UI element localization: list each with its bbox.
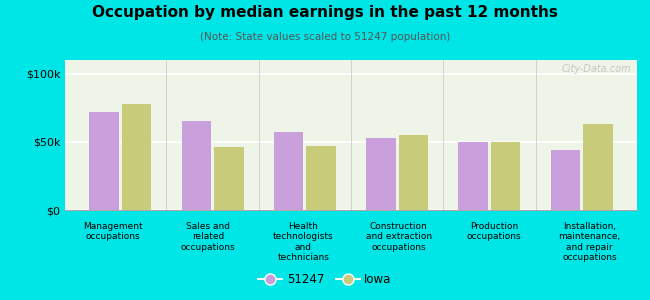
- Text: Health
technologists
and
technicians: Health technologists and technicians: [273, 222, 333, 262]
- Text: Management
occupations: Management occupations: [83, 222, 142, 242]
- Bar: [214, 147, 244, 210]
- Bar: [122, 103, 151, 210]
- Text: City-Data.com: City-Data.com: [562, 64, 631, 74]
- Bar: [551, 150, 580, 210]
- Bar: [458, 142, 488, 210]
- Bar: [398, 135, 428, 210]
- Text: Installation,
maintenance,
and repair
occupations: Installation, maintenance, and repair oc…: [558, 222, 621, 262]
- Bar: [90, 112, 119, 210]
- Text: Construction
and extraction
occupations: Construction and extraction occupations: [365, 222, 432, 252]
- Bar: [491, 142, 520, 210]
- Text: Sales and
related
occupations: Sales and related occupations: [181, 222, 235, 252]
- Text: Production
occupations: Production occupations: [467, 222, 521, 242]
- Bar: [583, 124, 612, 210]
- Bar: [182, 122, 211, 210]
- Text: (Note: State values scaled to 51247 population): (Note: State values scaled to 51247 popu…: [200, 32, 450, 41]
- Legend: 51247, Iowa: 51247, Iowa: [254, 269, 396, 291]
- Bar: [274, 132, 304, 210]
- Text: Occupation by median earnings in the past 12 months: Occupation by median earnings in the pas…: [92, 4, 558, 20]
- Bar: [306, 146, 336, 210]
- Bar: [366, 138, 396, 210]
